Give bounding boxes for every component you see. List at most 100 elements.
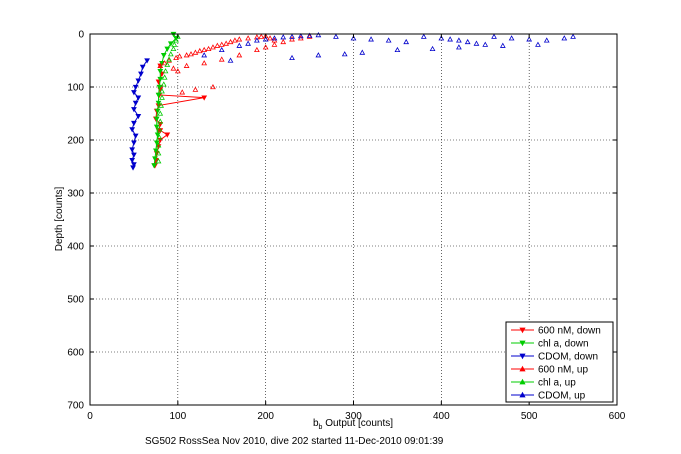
data-point [155,150,162,156]
data-point [482,41,489,47]
data-point [297,33,304,39]
data-point [280,34,287,40]
y-tick-label: 300 [67,189,84,200]
data-point [157,76,164,83]
data-point [526,36,533,42]
data-point [447,36,453,42]
series-4 [155,33,181,164]
data-point [223,40,230,46]
data-point [570,33,576,39]
x-axis-label-rest: Output [counts] [322,418,393,429]
data-point [129,127,136,133]
data-point [535,41,541,47]
data-point [491,33,497,39]
data-point [157,118,164,124]
data-point [167,41,174,47]
data-point [210,83,216,90]
data-point [131,120,137,127]
data-point [171,41,178,47]
data-point [155,92,162,98]
data-point [218,41,225,47]
data-point [385,37,392,43]
data-point [170,45,177,51]
data-point [456,37,462,43]
data-point [438,35,445,41]
data-point [179,89,186,95]
data-point [429,45,436,51]
data-point [258,33,265,39]
data-point [289,36,295,42]
data-point [157,110,164,116]
data-point [499,42,506,48]
data-point [135,113,142,120]
data-point [271,41,278,47]
data-point [135,78,142,84]
data-point [236,42,243,48]
y-tick-label: 400 [67,242,84,253]
data-point [205,45,212,51]
legend-label: CDOM, up [538,391,586,402]
data-point [201,95,208,101]
data-point [131,162,137,168]
data-point [129,147,136,153]
data-point [151,163,157,169]
data-point [155,158,162,164]
data-point [167,51,174,57]
legend-marker [519,340,526,347]
data-point [245,40,251,46]
data-point [543,37,550,43]
data-point [131,140,137,146]
data-point [227,57,234,63]
data-point [254,46,260,53]
data-point [155,142,162,148]
data-point [161,60,168,66]
data-point [289,54,295,61]
data-point [218,56,225,62]
x-tick-label: 600 [609,411,626,422]
y-tick-label: 600 [67,348,84,359]
data-point [131,107,137,113]
data-point [159,94,165,100]
data-point [254,37,260,43]
data-point [420,33,427,39]
data-point [156,126,163,132]
data-point [160,81,167,87]
data-point [157,62,164,68]
data-point [152,148,159,154]
legend-label: chl a, up [538,378,576,389]
data-point [176,53,183,59]
data-point [132,100,139,106]
data-point [159,88,165,94]
data-point [280,38,287,45]
data-point [368,36,374,42]
data-point [135,95,142,101]
data-point [456,44,462,50]
legend: 600 nM, down chl a, down CDOM, down 600 nM,… [505,321,614,403]
data-point [267,35,273,41]
x-tick-label: 100 [169,411,186,422]
data-point [196,47,203,54]
data-point [139,64,146,70]
data-point [132,133,139,139]
x-axis-label-base: b [313,418,319,429]
data-point [138,71,144,77]
data-point [201,60,208,66]
data-point [214,42,221,48]
legend-marker [519,327,526,334]
y-tick-label: 500 [67,295,84,306]
data-point [306,33,313,39]
data-point [210,44,216,50]
data-point [173,37,179,43]
data-point [315,32,322,38]
data-point [306,32,313,38]
legend-label: 600 nM, down [538,326,601,337]
y-tick-label: 100 [67,83,84,94]
data-point [161,74,168,80]
legend-marker [519,353,526,360]
data-point [164,132,171,138]
data-point [183,62,190,68]
y-tick-label: 0 [78,30,84,41]
data-point [201,52,208,58]
grid [90,34,617,405]
